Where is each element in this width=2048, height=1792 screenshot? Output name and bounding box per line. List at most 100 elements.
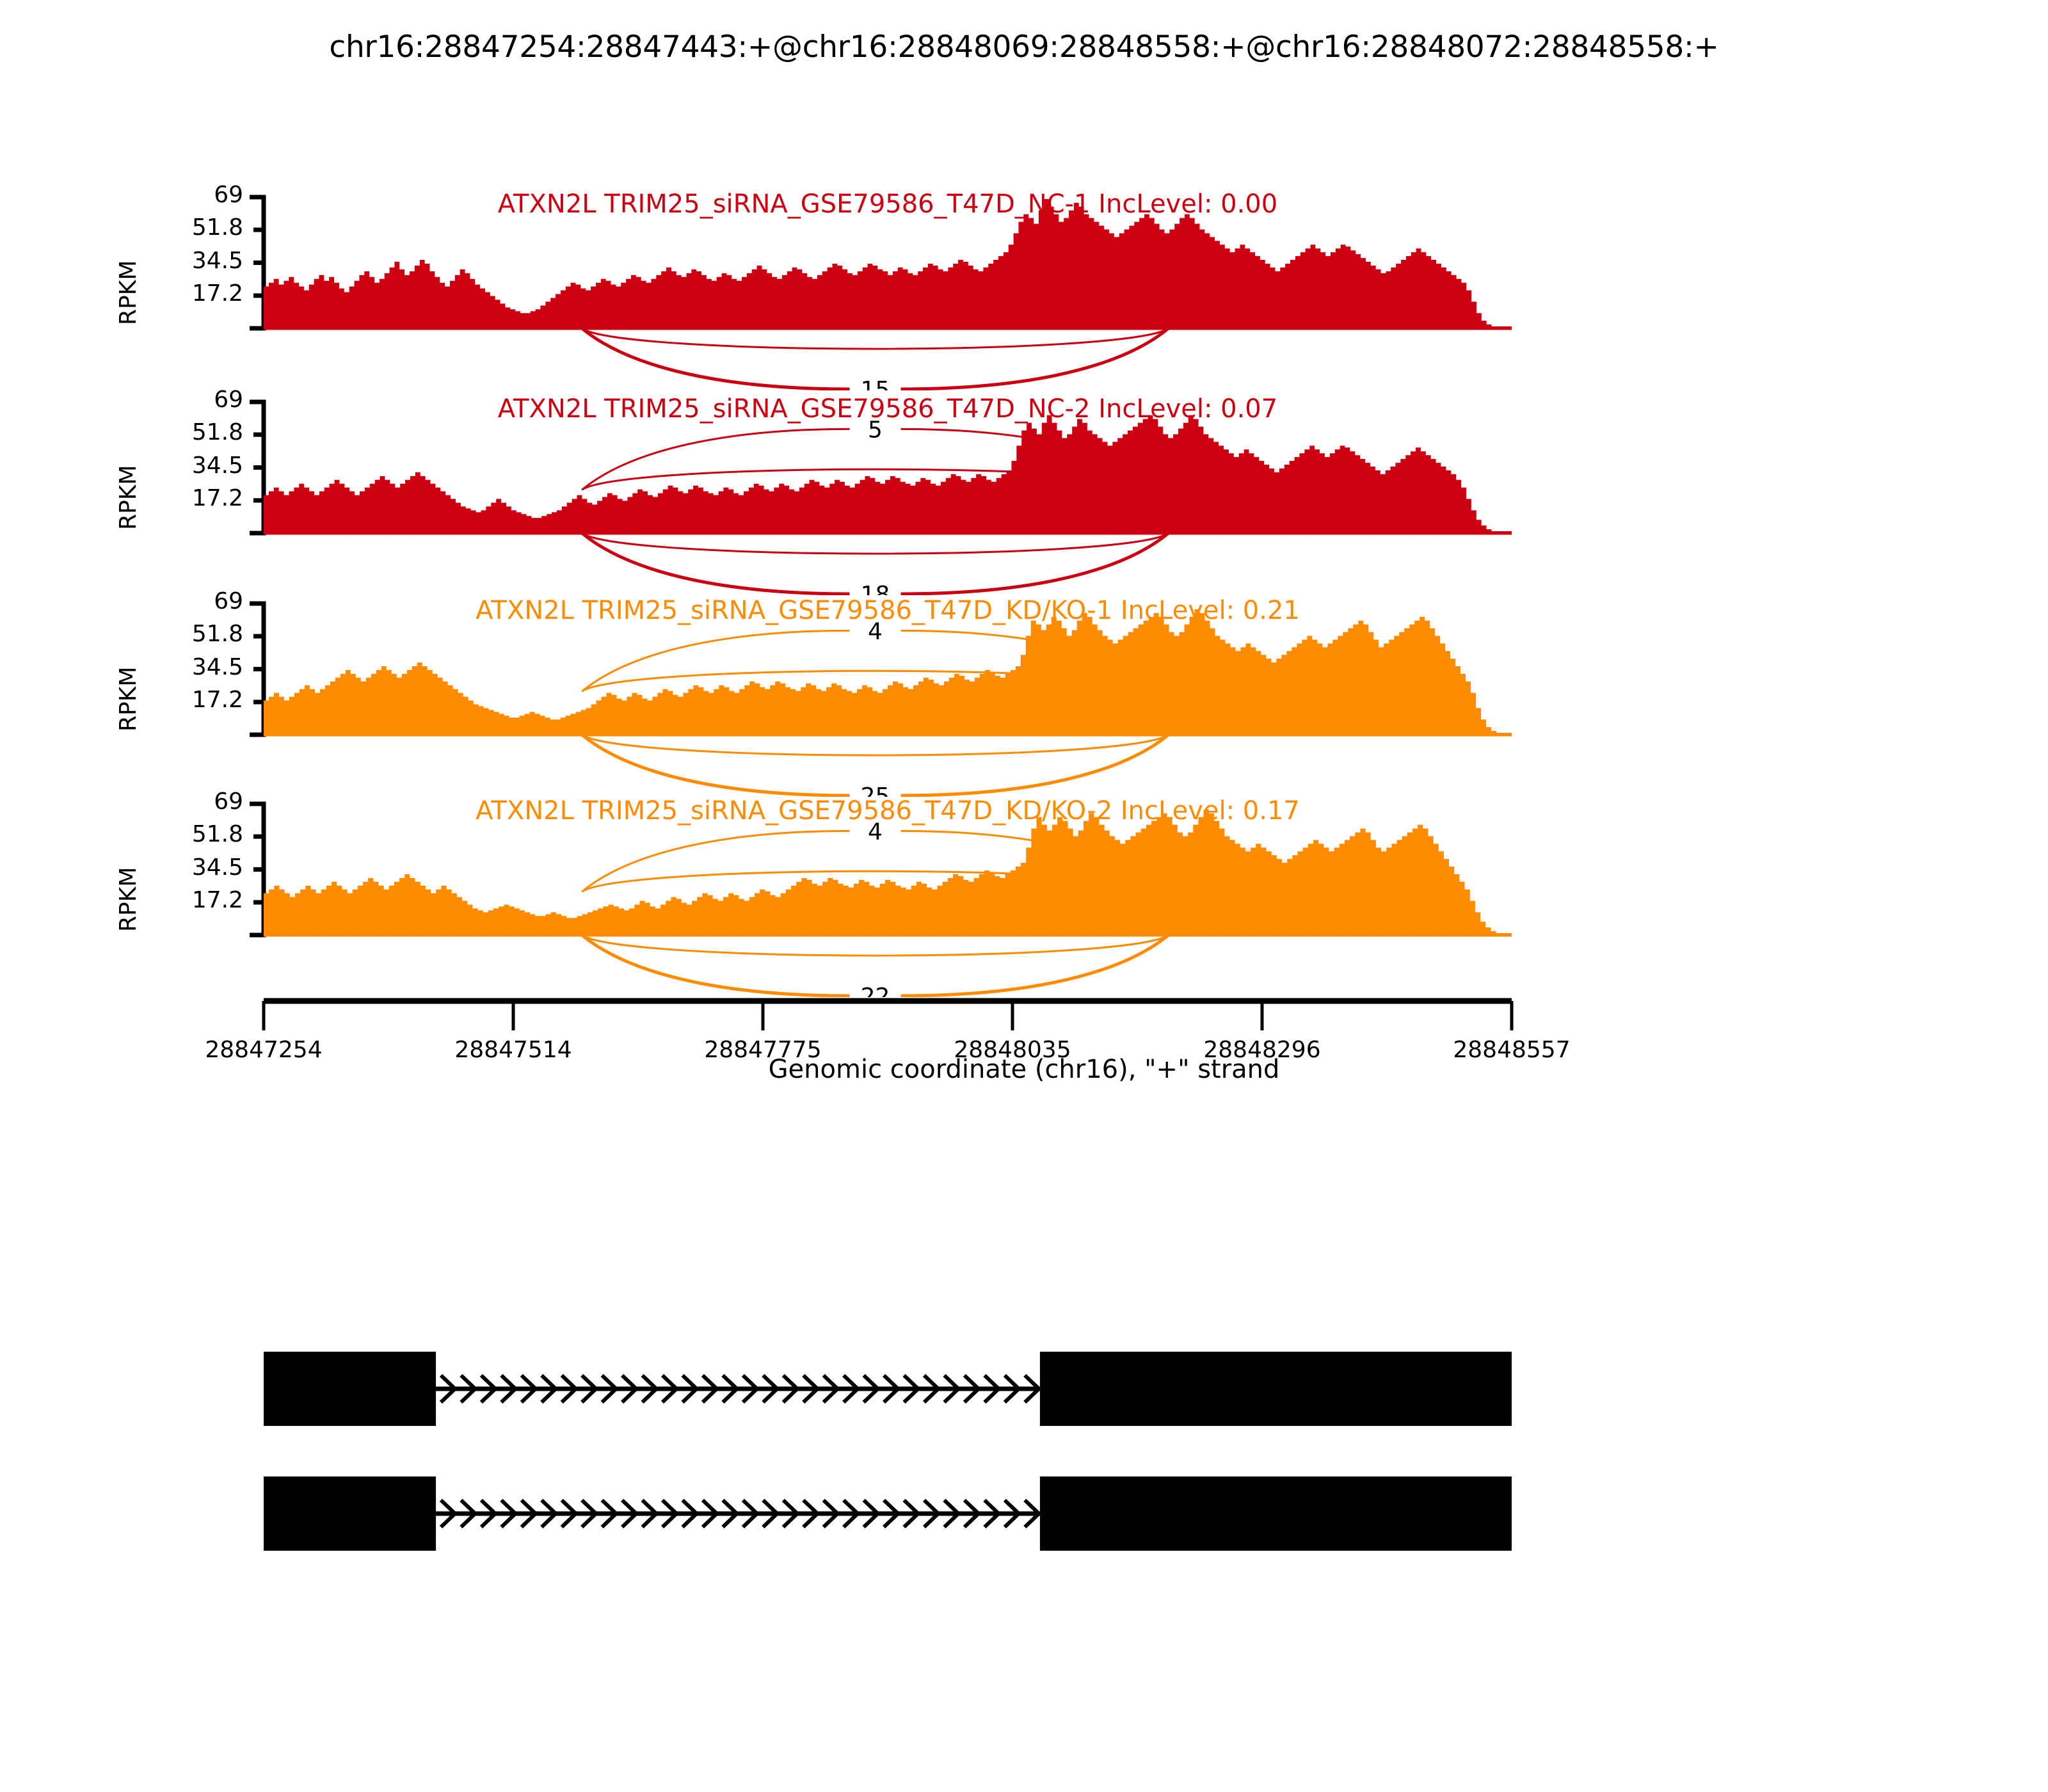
x-tick-label: 28848557	[1453, 1037, 1571, 1063]
y-axis	[250, 399, 266, 536]
strand-arrow-icon	[943, 1498, 961, 1529]
track-title-1: ATXN2L TRIM25_siRNA_GSE79586_T47D_NC-1 I…	[497, 189, 1278, 219]
y-tick-label: 17.2	[191, 280, 243, 307]
y-tick-label: 51.8	[191, 821, 243, 848]
strand-arrow-icon	[842, 1373, 861, 1404]
strand-arrow-icon	[660, 1498, 680, 1529]
strand-arrow-icon	[902, 1373, 921, 1404]
track-title-4: ATXN2L TRIM25_siRNA_GSE79586_T47D_KD/KO-…	[476, 796, 1300, 826]
strand-arrow-icon	[963, 1373, 982, 1404]
gene-model-2	[264, 1476, 1512, 1551]
strand-arrow-icon	[983, 1373, 1002, 1404]
gene-model-svg	[264, 1352, 1512, 1551]
junction-count-label: 4	[868, 618, 883, 644]
exon-box	[264, 1352, 436, 1426]
junction-count-label: 4	[868, 819, 883, 845]
gene-model-panel	[0, 1331, 2048, 1600]
strand-arrow-icon	[902, 1498, 921, 1529]
y-tick-label: 34.5	[191, 247, 243, 274]
x-tick-label: 28847514	[454, 1037, 572, 1063]
strand-arrow-icon	[641, 1373, 659, 1404]
coverage-area	[264, 809, 1512, 935]
strand-arrow-icon	[781, 1373, 801, 1404]
strand-arrow-icon	[681, 1373, 700, 1404]
strand-arrow-icon	[842, 1498, 861, 1529]
exon-box	[1039, 1476, 1512, 1551]
junction-count-label: 15	[861, 377, 890, 390]
coverage-area-svg: 15	[250, 195, 1512, 390]
track-title-3: ATXN2L TRIM25_siRNA_GSE79586_T47D_KD/KO-…	[476, 596, 1300, 625]
strand-arrow-icon	[922, 1498, 941, 1529]
gene-model-1	[264, 1352, 1512, 1426]
junction-count-label: 5	[868, 417, 883, 443]
exon-box	[1039, 1352, 1512, 1426]
y-tick-label: 69	[214, 588, 243, 614]
junction-arc: 5	[581, 417, 1169, 491]
page-title: chr16:28847254:28847443:+@chr16:28848069…	[329, 29, 1719, 65]
strand-arrow-icon	[1023, 1498, 1042, 1529]
strand-arrow-icon	[762, 1498, 780, 1529]
strand-arrow-icon	[721, 1373, 740, 1404]
y-tick-label: 34.5	[191, 452, 243, 479]
y-tick-label: 51.8	[191, 621, 243, 648]
strand-arrow-icon	[641, 1498, 659, 1529]
coverage-track-2: 5 18 RPKM 69 51.8 34.5 17.2 ATXN2L TRIM25_siRNA…	[0, 387, 2048, 595]
strand-arrow-icon	[439, 1498, 458, 1529]
strand-arrow-icon	[802, 1498, 820, 1529]
strand-arrow-icon	[1023, 1373, 1042, 1404]
x-axis-title: Genomic coordinate (chr16), "+" strand	[768, 1055, 1280, 1084]
strand-arrow-icon	[721, 1498, 740, 1529]
strand-arrow-icon	[540, 1373, 559, 1404]
coverage-track-3: 4 25 RPKM 69 51.8 34.5 17.2 ATXN2L TRIM25_siRNA…	[0, 588, 2048, 797]
strand-arrow-icon	[781, 1498, 801, 1529]
strand-arrow-icon	[500, 1373, 518, 1404]
y-tick-label: 51.8	[191, 214, 243, 241]
exon-box	[264, 1476, 436, 1551]
y-tick-label: 69	[214, 788, 243, 815]
y-tick-label: 17.2	[191, 484, 243, 511]
x-tick-label: 28848296	[1203, 1037, 1321, 1063]
y-tick-label: 17.2	[191, 686, 243, 713]
y-tick-label: 69	[214, 182, 243, 208]
y-axis	[250, 801, 266, 938]
junction-arc: 25	[580, 733, 1170, 797]
junction-count-label: 25	[861, 783, 890, 797]
strand-arrow-icon	[883, 1373, 901, 1404]
strand-arrow-icon	[701, 1498, 720, 1529]
coverage-track-4: 4 22 RPKM 69 51.8 34.5 17.2 ATXN2L TRIM25_siRNA…	[0, 788, 2048, 997]
strand-arrow-icon	[621, 1373, 639, 1404]
strand-arrow-icon	[600, 1373, 620, 1404]
strand-arrow-icon	[660, 1373, 680, 1404]
coverage-track-1: 15 RPKM 69 51.8 34.5 17.2 ATXN2L TRIM25_siRNA_…	[0, 182, 2048, 390]
strand-arrow-icon	[963, 1498, 982, 1529]
strand-arrow-icon	[802, 1373, 820, 1404]
x-axis-line-svg	[262, 998, 1514, 1030]
strand-arrow-icon	[762, 1373, 780, 1404]
strand-arrow-icon	[862, 1373, 881, 1404]
y-axis	[250, 195, 266, 331]
strand-arrow-icon	[741, 1373, 760, 1404]
coverage-area-svg: 5 18	[250, 399, 1512, 595]
y-axis	[250, 601, 266, 737]
junction-arc: 4	[581, 819, 1169, 893]
coverage-area	[264, 609, 1512, 735]
junction-count-label: 22	[861, 984, 890, 997]
junction-arc: 18	[580, 532, 1170, 595]
strand-arrow-icon	[600, 1498, 620, 1529]
x-axis: 28847254 28847514 28847775 28848035 28848296…	[0, 973, 2048, 1101]
junction-arc: 22	[580, 934, 1170, 997]
x-tick-label: 28847775	[704, 1037, 822, 1063]
strand-arrow-icon	[943, 1373, 961, 1404]
y-tick-label: 51.8	[191, 419, 243, 446]
junction-arc: 4	[581, 618, 1169, 692]
strand-arrow-icon	[460, 1498, 478, 1529]
strand-arrow-icon	[741, 1498, 760, 1529]
y-tick-label: 17.2	[191, 886, 243, 913]
x-tick-label: 28847254	[205, 1037, 323, 1063]
strand-arrow-icon	[560, 1373, 579, 1404]
track-title-2: ATXN2L TRIM25_siRNA_GSE79586_T47D_NC-2 I…	[497, 394, 1278, 424]
y-tick-label: 34.5	[191, 854, 243, 881]
junction-arc: 15	[580, 327, 1170, 390]
coverage-area	[264, 198, 1512, 328]
strand-arrow-icon	[1003, 1498, 1022, 1529]
